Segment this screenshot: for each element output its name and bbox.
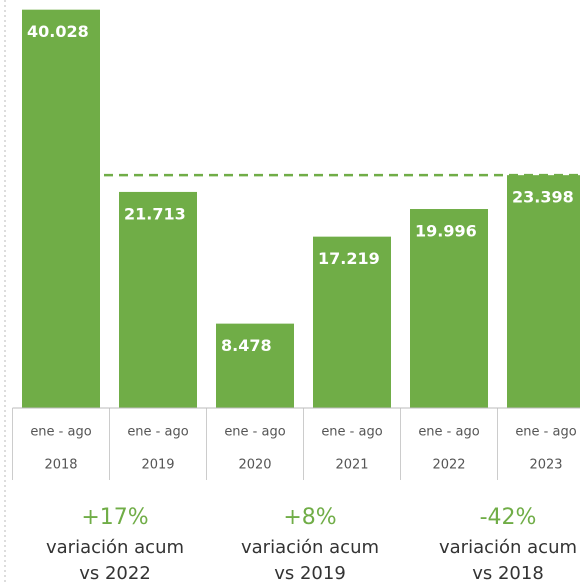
annotation-value: +17% [81, 505, 148, 530]
annotation-text: variación acum [241, 537, 379, 558]
annotation-value: +8% [283, 505, 336, 530]
period-label: ene - ago [321, 425, 382, 440]
period-label: ene - ago [127, 425, 188, 440]
bar [313, 236, 391, 408]
annotation-value: -42% [480, 505, 537, 530]
period-label: ene - ago [515, 425, 576, 440]
value-label: 8.478 [221, 336, 272, 355]
annotation-compare: vs 2022 [79, 563, 151, 583]
value-label: 21.713 [124, 204, 186, 223]
annotation-compare: vs 2018 [472, 563, 544, 583]
annotation-text: variación acum [439, 537, 577, 558]
bar [119, 191, 197, 408]
bar [216, 323, 294, 408]
period-label: ene - ago [224, 425, 285, 440]
x-tick-label: 2023 [529, 458, 562, 473]
value-label: 40.028 [27, 22, 89, 41]
bar [410, 209, 488, 408]
x-tick-label: 2020 [238, 458, 271, 473]
x-tick-label: 2021 [335, 458, 368, 473]
period-label: ene - ago [30, 425, 91, 440]
period-label: ene - ago [418, 425, 479, 440]
x-tick-label: 2018 [44, 458, 77, 473]
value-label: 17.219 [318, 249, 380, 268]
x-tick-label: 2019 [141, 458, 174, 473]
bar [22, 9, 100, 409]
bar [507, 175, 580, 408]
value-label: 23.398 [512, 188, 574, 207]
x-tick-label: 2022 [432, 458, 465, 473]
annotation-compare: vs 2019 [274, 563, 346, 583]
value-label: 19.996 [415, 222, 477, 241]
annotation-text: variación acum [46, 537, 184, 558]
